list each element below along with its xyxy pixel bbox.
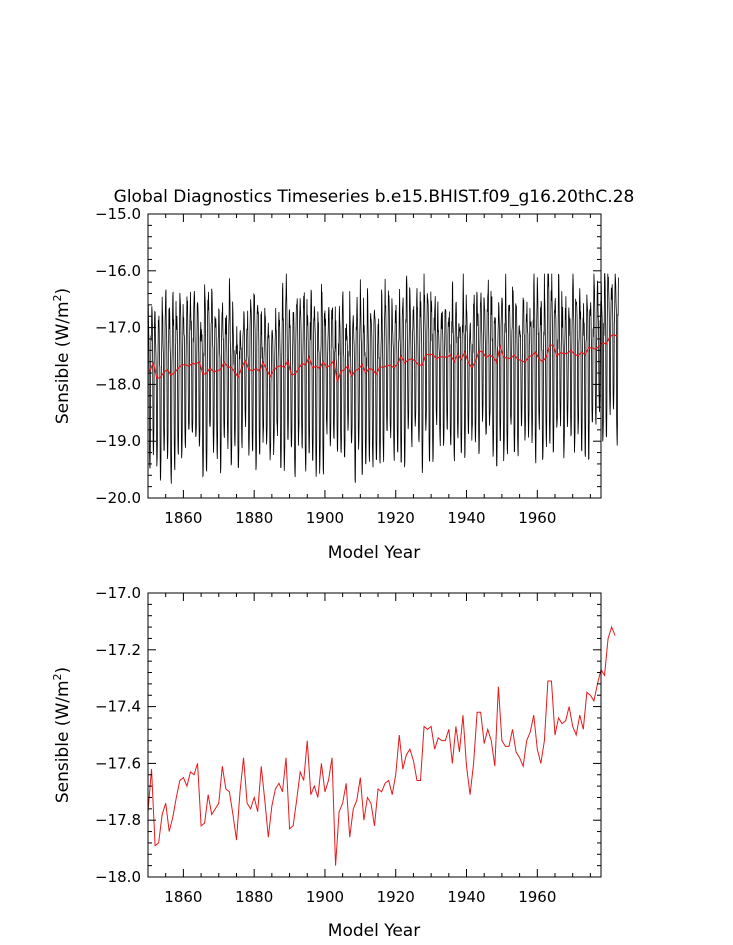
top-series-group [147, 273, 619, 484]
top-y-tick-label: −18.0 [95, 375, 141, 393]
bottom-y-axis-label: Sensible (W/m2) [51, 667, 73, 803]
top-y-axis-label-main: Sensible (W/m [53, 301, 73, 424]
bottom-panel: 1860 1880 1900 1920 1940 1960 −18.0 −17.8 −17.6 −… [51, 584, 616, 941]
bottom-y-tick-label: −18.0 [95, 868, 141, 886]
bottom-annual-mean-line [147, 625, 616, 866]
bottom-y-axis-label-main: Sensible (W/m [53, 680, 73, 803]
bottom-y-tick-label: −17.6 [95, 754, 141, 772]
top-y-tick-label: −15.0 [95, 205, 141, 223]
monthly-series-line [147, 273, 619, 484]
top-x-tick-label: 1920 [377, 509, 415, 527]
top-panel: 1860 1880 1900 1920 1940 1960 −20.0 −19.0 −18.0 −… [51, 205, 619, 563]
top-x-tick-label: 1960 [518, 509, 556, 527]
top-x-tick-label: 1900 [306, 509, 344, 527]
bottom-y-tick-label: −17.2 [95, 641, 141, 659]
top-y-axis-label: Sensible (W/m2) [51, 288, 73, 424]
top-x-tick-label: 1860 [164, 509, 202, 527]
top-y-tick-label: −20.0 [95, 489, 141, 507]
bottom-plot-frame [147, 592, 602, 878]
top-x-axis-label: Model Year [328, 543, 420, 563]
bottom-x-tick-label: 1900 [306, 888, 344, 906]
top-y-tick-label: −19.0 [95, 432, 141, 450]
bottom-series-group [147, 625, 616, 866]
top-y-axis-label-close: ) [53, 288, 73, 295]
bottom-y-axis-label-close: ) [53, 667, 73, 674]
top-ticks-group: 1860 1880 1900 1920 1940 1960 −20.0 −19.0 −18.0 −… [95, 205, 601, 527]
bottom-y-tick-label: −17.0 [95, 584, 141, 602]
top-annual-mean-line [149, 333, 618, 383]
top-y-tick-label: −17.0 [95, 319, 141, 337]
bottom-y-tick-label: −17.4 [95, 698, 141, 716]
top-y-axis-label-superscript: 2 [51, 294, 64, 301]
top-plot-frame [147, 213, 602, 499]
bottom-ticks-group: 1860 1880 1900 1920 1940 1960 −18.0 −17.8 −17.6 −… [95, 584, 601, 906]
bottom-x-tick-label: 1920 [377, 888, 415, 906]
bottom-x-tick-label: 1940 [447, 888, 485, 906]
bottom-x-axis-label: Model Year [328, 921, 420, 941]
bottom-x-tick-label: 1960 [518, 888, 556, 906]
bottom-y-axis-label-superscript: 2 [51, 673, 64, 680]
top-y-tick-label: −16.0 [95, 262, 141, 280]
bottom-x-tick-label: 1880 [235, 888, 273, 906]
bottom-x-tick-label: 1860 [164, 888, 202, 906]
chart-title: Global Diagnostics Timeseries b.e15.BHIS… [114, 187, 635, 207]
top-x-tick-label: 1880 [235, 509, 273, 527]
bottom-y-tick-label: −17.8 [95, 811, 141, 829]
top-x-tick-label: 1940 [447, 509, 485, 527]
